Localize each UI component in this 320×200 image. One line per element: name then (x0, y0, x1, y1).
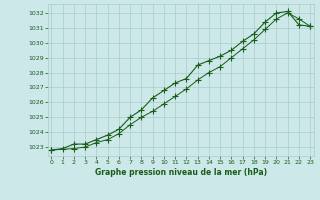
X-axis label: Graphe pression niveau de la mer (hPa): Graphe pression niveau de la mer (hPa) (95, 168, 267, 177)
